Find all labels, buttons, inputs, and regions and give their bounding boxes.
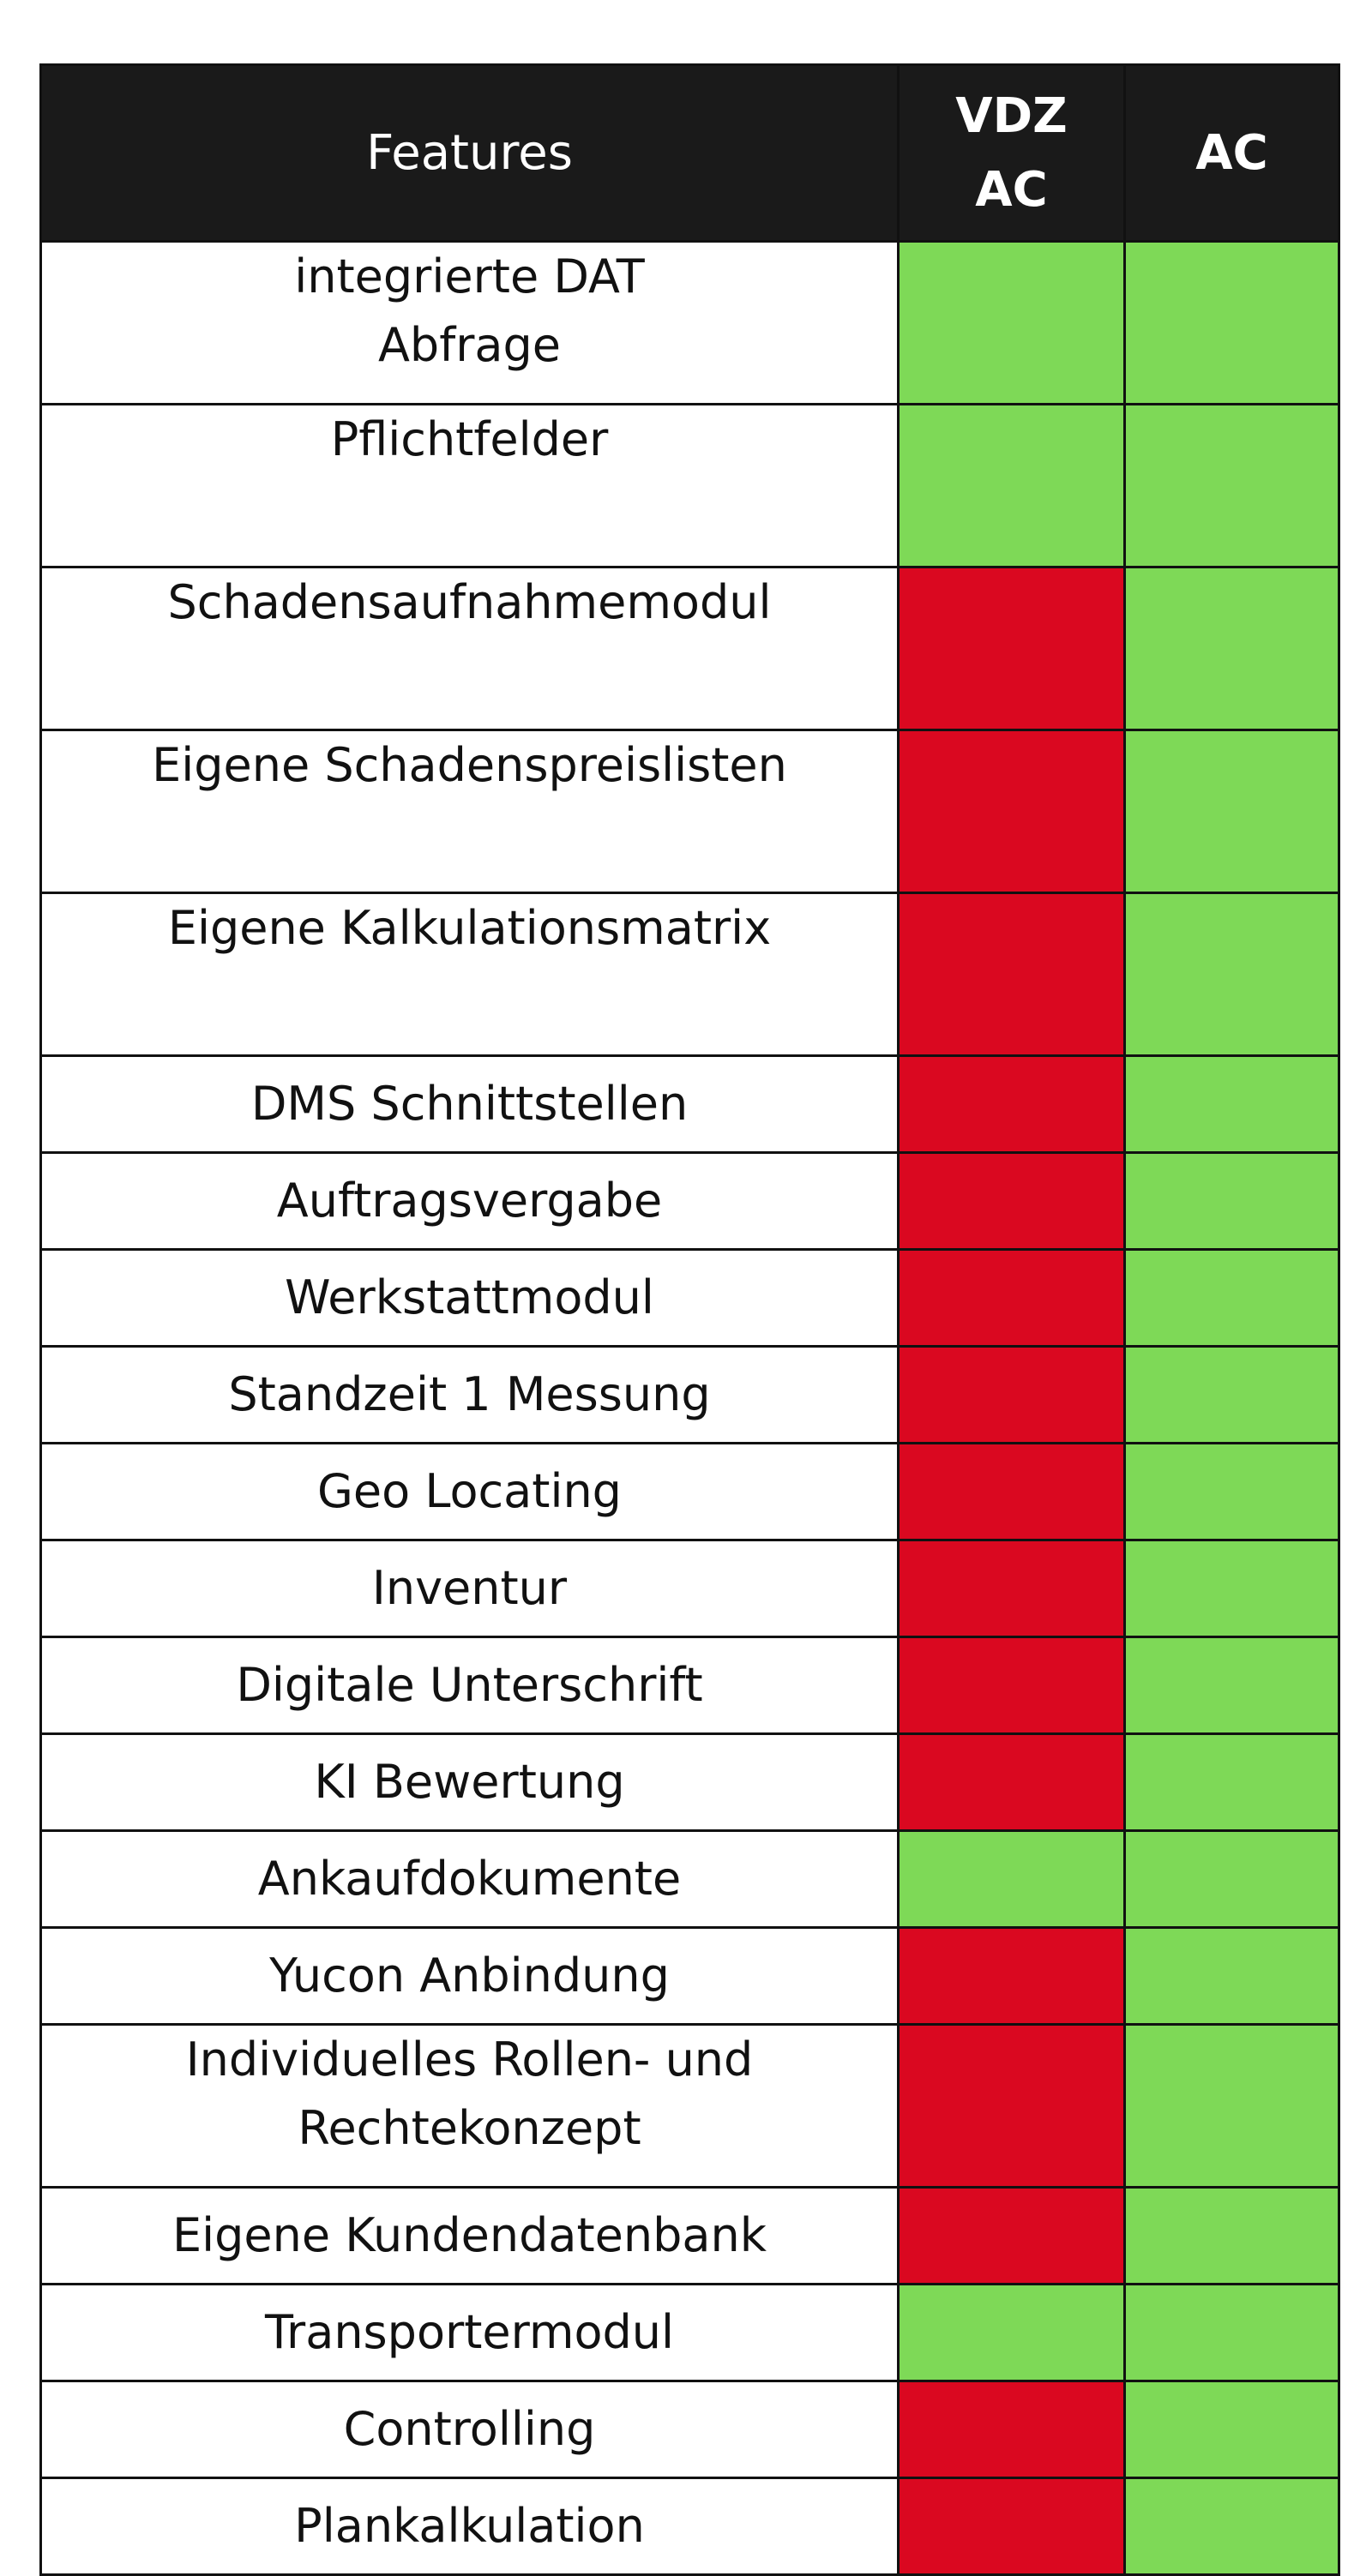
ac-available-cell: [1123, 240, 1340, 405]
vdz-ac-unavailable-cell: [897, 1345, 1126, 1444]
ac-available-cell: [1123, 1539, 1340, 1638]
table-row: DMS Schnittstellen: [39, 1054, 1340, 1154]
table-row: Digitale Unterschrift: [39, 1636, 1340, 1735]
feature-name-cell: Ankaufdokumente: [39, 1829, 900, 1929]
table-header-row: Features VDZ AC AC: [39, 63, 1340, 243]
ac-available-cell: [1123, 1054, 1340, 1154]
vdz-ac-unavailable-cell: [897, 729, 1126, 894]
ac-available-cell: [1123, 2283, 1340, 2382]
table-row: Pflichtfelder: [39, 403, 1340, 568]
table-row: Eigene Kalkulationsmatrix: [39, 892, 1340, 1057]
table-body: integrierte DAT Abfrage Pflichtfelder Scha…: [39, 240, 1340, 2576]
feature-name-cell: Individuelles Rollen- und Rechtekonzept: [39, 2023, 900, 2189]
table-row: integrierte DAT Abfrage: [39, 240, 1340, 405]
vdz-ac-unavailable-cell: [897, 566, 1126, 731]
vdz-ac-available-cell: [897, 2283, 1126, 2382]
feature-name-cell: DMS Schnittstellen: [39, 1054, 900, 1154]
feature-name-cell: Eigene Kundendatenbank: [39, 2186, 900, 2285]
table-row: KI Bewertung: [39, 1732, 1340, 1832]
vdz-ac-unavailable-cell: [897, 1636, 1126, 1735]
header-features: Features: [39, 63, 900, 243]
feature-name-cell: Schadensaufnahmemodul: [39, 566, 900, 731]
table-row: Eigene Kundendatenbank: [39, 2186, 1340, 2285]
vdz-ac-available-cell: [897, 403, 1126, 568]
feature-name-cell: Eigene Kalkulationsmatrix: [39, 892, 900, 1057]
vdz-ac-unavailable-cell: [897, 2023, 1126, 2189]
feature-name-cell: integrierte DAT Abfrage: [39, 240, 900, 405]
feature-name-cell: Werkstattmodul: [39, 1248, 900, 1348]
table-row: Inventur: [39, 1539, 1340, 1638]
feature-name-cell: Standzeit 1 Messung: [39, 1345, 900, 1444]
vdz-ac-available-cell: [897, 1829, 1126, 1929]
vdz-ac-unavailable-cell: [897, 2186, 1126, 2285]
table-row: Standzeit 1 Messung: [39, 1345, 1340, 1444]
vdz-ac-available-cell: [897, 240, 1126, 405]
feature-name-cell: Transportermodul: [39, 2283, 900, 2382]
vdz-ac-unavailable-cell: [897, 1248, 1126, 1348]
ac-available-cell: [1123, 2023, 1340, 2189]
ac-available-cell: [1123, 1636, 1340, 1735]
table-row: Schadensaufnahmemodul: [39, 566, 1340, 731]
feature-name-cell: Digitale Unterschrift: [39, 1636, 900, 1735]
feature-name-cell: Auftragsvergabe: [39, 1151, 900, 1251]
ac-available-cell: [1123, 1926, 1340, 2026]
ac-available-cell: [1123, 1829, 1340, 1929]
table-row: Geo Locating: [39, 1442, 1340, 1541]
feature-name-cell: Eigene Schadenspreislisten: [39, 729, 900, 894]
ac-available-cell: [1123, 892, 1340, 1057]
ac-available-cell: [1123, 729, 1340, 894]
vdz-ac-unavailable-cell: [897, 892, 1126, 1057]
vdz-ac-unavailable-cell: [897, 1442, 1126, 1541]
header-vdz-ac: VDZ AC: [897, 63, 1126, 243]
ac-available-cell: [1123, 1345, 1340, 1444]
ac-available-cell: [1123, 403, 1340, 568]
ac-available-cell: [1123, 1732, 1340, 1832]
ac-available-cell: [1123, 2477, 1340, 2576]
vdz-ac-unavailable-cell: [897, 1539, 1126, 1638]
feature-name-cell: KI Bewertung: [39, 1732, 900, 1832]
vdz-ac-unavailable-cell: [897, 2477, 1126, 2576]
table-row: Yucon Anbindung: [39, 1926, 1340, 2026]
ac-available-cell: [1123, 1442, 1340, 1541]
ac-available-cell: [1123, 1151, 1340, 1251]
vdz-ac-unavailable-cell: [897, 1732, 1126, 1832]
vdz-ac-unavailable-cell: [897, 1054, 1126, 1154]
table-row: Auftragsvergabe: [39, 1151, 1340, 1251]
ac-available-cell: [1123, 1248, 1340, 1348]
feature-name-cell: Pflichtfelder: [39, 403, 900, 568]
table-row: Controlling: [39, 2380, 1340, 2479]
vdz-ac-unavailable-cell: [897, 1926, 1126, 2026]
ac-available-cell: [1123, 566, 1340, 731]
table-row: Werkstattmodul: [39, 1248, 1340, 1348]
table-row: Plankalkulation: [39, 2477, 1340, 2576]
feature-name-cell: Plankalkulation: [39, 2477, 900, 2576]
vdz-ac-unavailable-cell: [897, 1151, 1126, 1251]
feature-name-cell: Inventur: [39, 1539, 900, 1638]
table-row: Individuelles Rollen- und Rechtekonzept: [39, 2023, 1340, 2189]
table-row: Eigene Schadenspreislisten: [39, 729, 1340, 894]
feature-name-cell: Controlling: [39, 2380, 900, 2479]
feature-comparison-table: Features VDZ AC AC integrierte DAT Abfra…: [39, 63, 1340, 2576]
header-ac: AC: [1123, 63, 1340, 243]
table-row: Transportermodul: [39, 2283, 1340, 2382]
table-row: Ankaufdokumente: [39, 1829, 1340, 1929]
feature-name-cell: Yucon Anbindung: [39, 1926, 900, 2026]
vdz-ac-unavailable-cell: [897, 2380, 1126, 2479]
ac-available-cell: [1123, 2186, 1340, 2285]
ac-available-cell: [1123, 2380, 1340, 2479]
feature-name-cell: Geo Locating: [39, 1442, 900, 1541]
